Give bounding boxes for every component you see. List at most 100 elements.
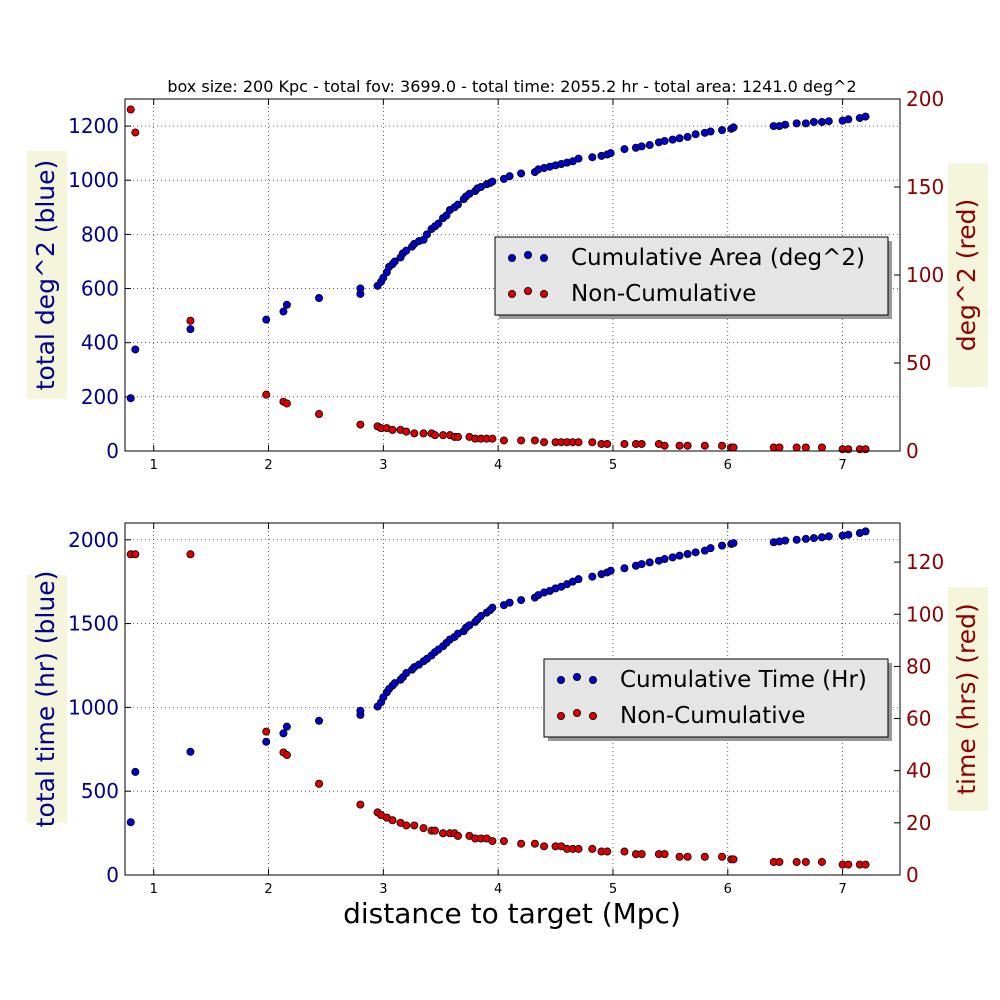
y-left-tick-label: 1200 (68, 114, 119, 138)
y-left-tick-label: 0 (106, 439, 119, 463)
blue-data-point (660, 136, 669, 145)
y-right-tick-label: 0 (906, 439, 919, 463)
time-panel: 1 2 3 4 5 6 7 0 500 1000 1500 2000 0 20 40 60 80 100 120 to… (27, 522, 988, 897)
red-data-point (574, 844, 583, 853)
non-cumulative-series (126, 550, 870, 869)
blue-data-point (861, 112, 870, 121)
y-left-tick-label: 2000 (68, 528, 119, 552)
y-left-tick-label: 400 (81, 331, 119, 355)
blue-data-point (637, 560, 646, 569)
blue-data-point (718, 126, 727, 135)
legend-box (543, 658, 889, 738)
red-data-point (388, 816, 397, 825)
blue-data-point (606, 566, 615, 575)
red-data-point (700, 852, 709, 861)
cumulative-series (126, 112, 870, 403)
legend-marker (524, 286, 533, 295)
red-data-point (453, 432, 462, 441)
red-data-point (574, 438, 583, 447)
red-data-point (620, 439, 629, 448)
blue-data-point (262, 315, 271, 324)
y-left-label-background (27, 575, 67, 823)
y-right-tick-label: 40 (906, 759, 931, 783)
blue-data-point (668, 553, 677, 562)
blue-data-point (824, 532, 833, 541)
blue-data-point (844, 115, 853, 124)
red-data-point (683, 852, 692, 861)
x-tick-label: 7 (838, 882, 846, 897)
blue-data-point (637, 142, 646, 151)
red-data-point (718, 852, 727, 861)
blue-data-point (824, 117, 833, 126)
red-data-point (675, 852, 684, 861)
y-right-tick-label: 80 (906, 654, 931, 678)
x-tick-label: 1 (150, 458, 158, 473)
red-data-point (603, 439, 612, 448)
legend-label: Non-Cumulative (571, 281, 756, 307)
red-data-point (131, 128, 140, 137)
y-left-tick-label: 1000 (68, 695, 119, 719)
red-data-point (439, 431, 448, 440)
red-data-point (388, 425, 397, 434)
blue-data-point (660, 555, 669, 564)
legend-marker (573, 673, 582, 682)
red-data-point (540, 438, 549, 447)
red-data-point (675, 441, 684, 450)
blue-data-point (126, 394, 135, 403)
blue-data-point (402, 246, 411, 255)
red-data-point (603, 847, 612, 856)
x-tick-label: 5 (609, 882, 617, 897)
y-left-tick-label: 1000 (68, 168, 119, 192)
blue-data-point (844, 530, 853, 539)
red-data-point (801, 443, 810, 452)
blue-data-point (729, 123, 738, 132)
red-data-point (315, 410, 324, 419)
blue-data-point (645, 558, 654, 567)
red-data-point (792, 857, 801, 866)
red-data-point (683, 441, 692, 450)
blue-data-point (691, 130, 700, 139)
red-data-point (817, 443, 826, 452)
red-data-point (775, 857, 784, 866)
blue-data-point (588, 572, 597, 581)
x-tick-label: 4 (494, 882, 502, 897)
blue-data-point (262, 737, 271, 746)
red-data-point (729, 855, 738, 864)
red-data-point (817, 857, 826, 866)
blue-data-point (606, 149, 615, 158)
red-data-point (588, 438, 597, 447)
red-data-point (356, 420, 365, 429)
red-data-point (430, 431, 439, 440)
y-right-tick-label: 0 (906, 863, 919, 887)
blue-data-point (488, 177, 497, 186)
y-right-tick-label: 50 (906, 351, 931, 375)
y-left-tick-label: 1500 (68, 612, 119, 636)
red-data-point (540, 842, 549, 851)
blue-data-point (282, 300, 291, 309)
y-left-axis-label: total deg^2 (blue) (31, 160, 60, 391)
blue-data-point (282, 722, 291, 731)
blue-data-point (675, 134, 684, 143)
blue-data-point (131, 345, 140, 354)
red-data-point (262, 390, 271, 399)
red-data-point (775, 443, 784, 452)
blue-data-point (356, 706, 365, 715)
x-tick-label: 3 (379, 458, 387, 473)
blue-data-point (668, 135, 677, 144)
legend-box (494, 236, 889, 316)
y-left-tick-label: 800 (81, 222, 119, 246)
cumulative-series (126, 527, 870, 827)
red-data-point (410, 429, 419, 438)
legend-marker (589, 676, 598, 685)
red-data-point (186, 316, 195, 325)
red-data-point (282, 751, 291, 760)
blue-data-point (801, 119, 810, 128)
red-data-point (517, 436, 526, 445)
legend-label: Cumulative Time (Hr) (620, 667, 867, 693)
red-data-point (861, 445, 870, 454)
area-panel: 1 2 3 4 5 6 7 0 200 400 600 800 1000 1200 0 50 100 150 200… (27, 87, 988, 473)
blue-data-point (279, 307, 288, 316)
y-left-label-group: total time (hr) (blue) (27, 571, 67, 827)
y-right-tick-label: 60 (906, 707, 931, 731)
